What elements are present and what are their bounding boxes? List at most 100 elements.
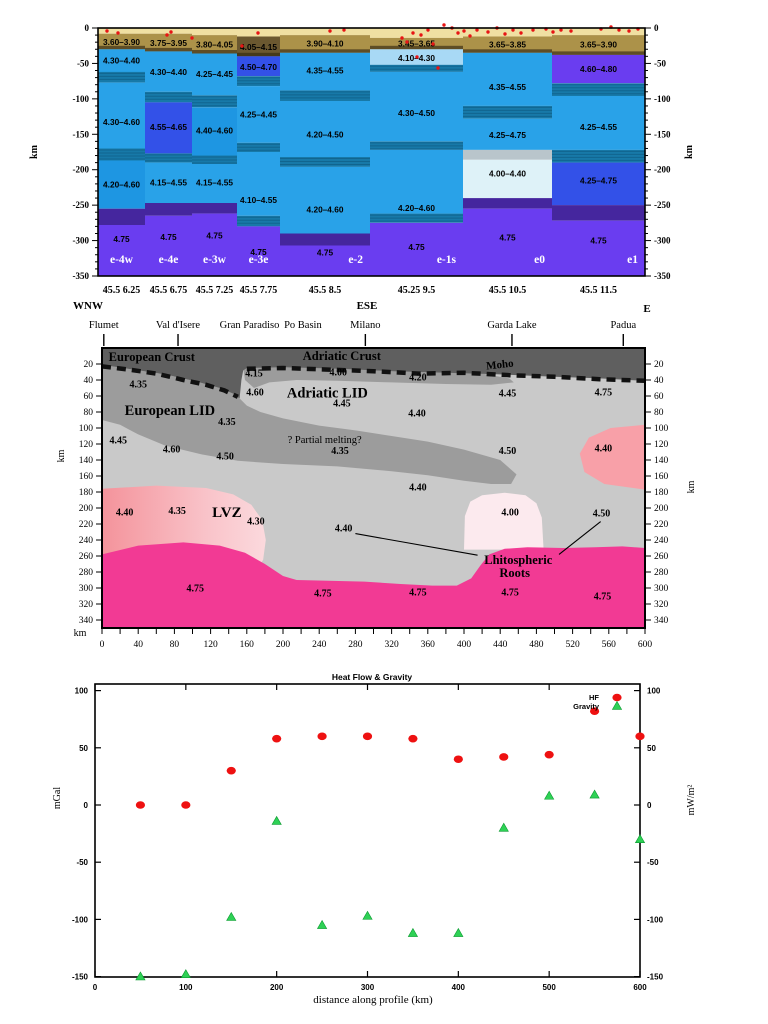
compass-ese: ESE [357, 300, 378, 312]
earthquake-dot [551, 30, 555, 34]
layer-tan [552, 35, 645, 55]
depth-tick-label: 0 [654, 23, 659, 33]
gravity-point [180, 969, 191, 979]
layer-cream [463, 28, 552, 37]
hf-point [226, 766, 236, 775]
layer-lblue [280, 101, 370, 157]
layer-lblue [237, 152, 280, 216]
velocity-range-label: 4.30–4.50 [398, 108, 435, 118]
layer-teal [463, 105, 552, 119]
earthquake-dot [426, 28, 430, 32]
depth-tick-label: 300 [79, 584, 94, 594]
depth-tick-label: 340 [654, 616, 669, 626]
earthquake-dot [400, 36, 404, 40]
velocity-value: 4.15 [245, 368, 263, 379]
velocity-value: 4.50 [593, 508, 611, 519]
layer-lblue [237, 86, 280, 143]
velocity-column-e1: 3.65–3.90 4.60–4.80 4.25–4.55 4.25–4.75 4.75… [552, 28, 645, 296]
velocity-range-label: 4.00–4.40 [489, 168, 526, 178]
velocity-range-label: 4.75 [250, 247, 267, 257]
column-name: e-1s [437, 254, 457, 266]
hf-point [272, 734, 282, 743]
y-tick-label: -150 [72, 973, 89, 982]
compass-wnw: WNW [73, 300, 103, 312]
depth-tick-label: 120 [79, 440, 94, 450]
station-name: Val d'Isere [156, 320, 201, 331]
depth-tick-label: 300 [654, 584, 669, 594]
gravity-point [498, 822, 509, 832]
earthquake-dot [240, 44, 244, 48]
depth-tick-label: 0 [85, 23, 90, 33]
station-name: Gran Paradiso [220, 320, 280, 331]
gravity-point [362, 910, 373, 920]
layer-teal [192, 95, 237, 108]
distance-tick-label: 120 [203, 640, 218, 650]
depth-tick-label: 180 [654, 488, 669, 498]
velocity-value: 4.75 [594, 592, 612, 603]
depth-tick-label: -150 [654, 129, 671, 139]
region-label: European Crust [109, 350, 196, 364]
layer-cream [98, 28, 145, 34]
depth-tick-label: 320 [79, 600, 94, 610]
velocity-value: 4.75 [186, 584, 204, 595]
y-tick-label: -100 [72, 915, 89, 924]
low-velocity-pocket [464, 492, 544, 550]
velocity-range-label: 3.75–3.95 [150, 38, 187, 48]
earthquake-dot [475, 28, 479, 32]
velocity-value: 4.45 [110, 436, 128, 447]
x-tick-label: 100 [179, 983, 193, 992]
gravity-point [316, 919, 328, 929]
layer-lblue [98, 82, 145, 149]
layer-teal [237, 215, 280, 227]
depth-tick-label: 260 [79, 552, 94, 562]
column-coordinate: 45.5 7.75 [240, 285, 278, 296]
legend-gravity-label: Gravity [573, 702, 600, 711]
layer-royal [237, 56, 280, 77]
gravity-point [634, 834, 646, 844]
y-tick-label: 50 [647, 744, 656, 753]
depth-tick-label: 240 [79, 536, 94, 546]
y-tick-label: 100 [75, 687, 89, 696]
velocity-range-label: 4.75 [317, 248, 334, 258]
velocity-range-label: 4.75 [499, 233, 516, 243]
earthquake-dot [169, 30, 173, 34]
velocity-value: 4.75 [595, 388, 613, 399]
layer-lblue [145, 51, 192, 92]
distance-tick-label: 280 [348, 640, 363, 650]
crust-region [102, 348, 645, 399]
earthquake-dot [105, 29, 109, 33]
layer-strip [280, 49, 370, 53]
european-lid-region [102, 364, 517, 484]
x-tick-label: 600 [633, 983, 647, 992]
axis-unit-km: km [56, 449, 67, 462]
depth-tick-label: -50 [654, 58, 666, 68]
depth-tick-label: -350 [73, 271, 90, 281]
velocity-value: 4.00 [329, 368, 347, 379]
velocity-value: 4.30 [247, 516, 265, 527]
layer-royal [552, 162, 645, 206]
depth-tick-label: 280 [654, 568, 669, 578]
layer-lblue [370, 149, 463, 214]
earthquake-dot [442, 23, 446, 27]
plot-frame [94, 683, 641, 978]
axis-unit-km: km [684, 144, 695, 159]
layer-purple [145, 215, 192, 276]
depth-tick-label: 100 [654, 424, 669, 434]
layer-tan [98, 33, 145, 50]
depth-tick-label: -50 [77, 58, 89, 68]
distance-tick-label: 40 [133, 640, 143, 650]
distance-tick-label: 600 [638, 640, 653, 650]
velocity-value: 4.40 [335, 524, 353, 535]
earthquake-dot [342, 28, 346, 32]
gravity-point [407, 927, 419, 937]
depth-tick-label: 240 [654, 536, 669, 546]
earthquake-dot [462, 29, 466, 33]
column-name: e-3w [203, 254, 227, 266]
layer-strip [98, 45, 145, 50]
y-tick-label: -100 [647, 915, 664, 924]
region-label: Adriatic LID [287, 386, 368, 402]
x-tick-label: 500 [542, 983, 556, 992]
layer-dpurple [145, 203, 192, 216]
earthquake-dot [411, 31, 415, 35]
x-tick-label: 300 [361, 983, 375, 992]
